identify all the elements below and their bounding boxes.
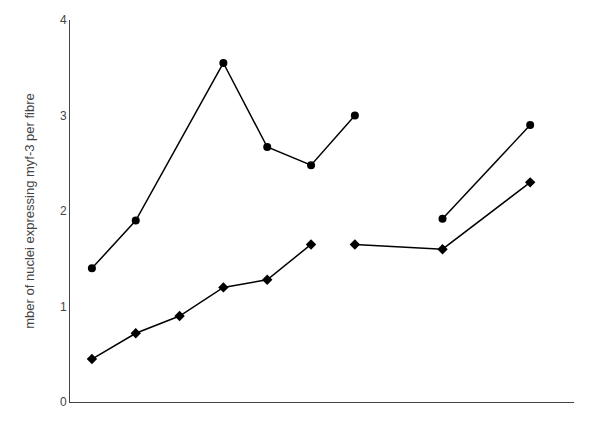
svg-text:mber of nuclei expressing myf-: mber of nuclei expressing myf-3 per fibr… bbox=[22, 93, 37, 329]
svg-text:4: 4 bbox=[60, 13, 67, 27]
svg-text:2: 2 bbox=[60, 204, 67, 218]
svg-text:1: 1 bbox=[60, 300, 67, 314]
svg-text:3: 3 bbox=[60, 109, 67, 123]
svg-text:0: 0 bbox=[60, 395, 67, 409]
